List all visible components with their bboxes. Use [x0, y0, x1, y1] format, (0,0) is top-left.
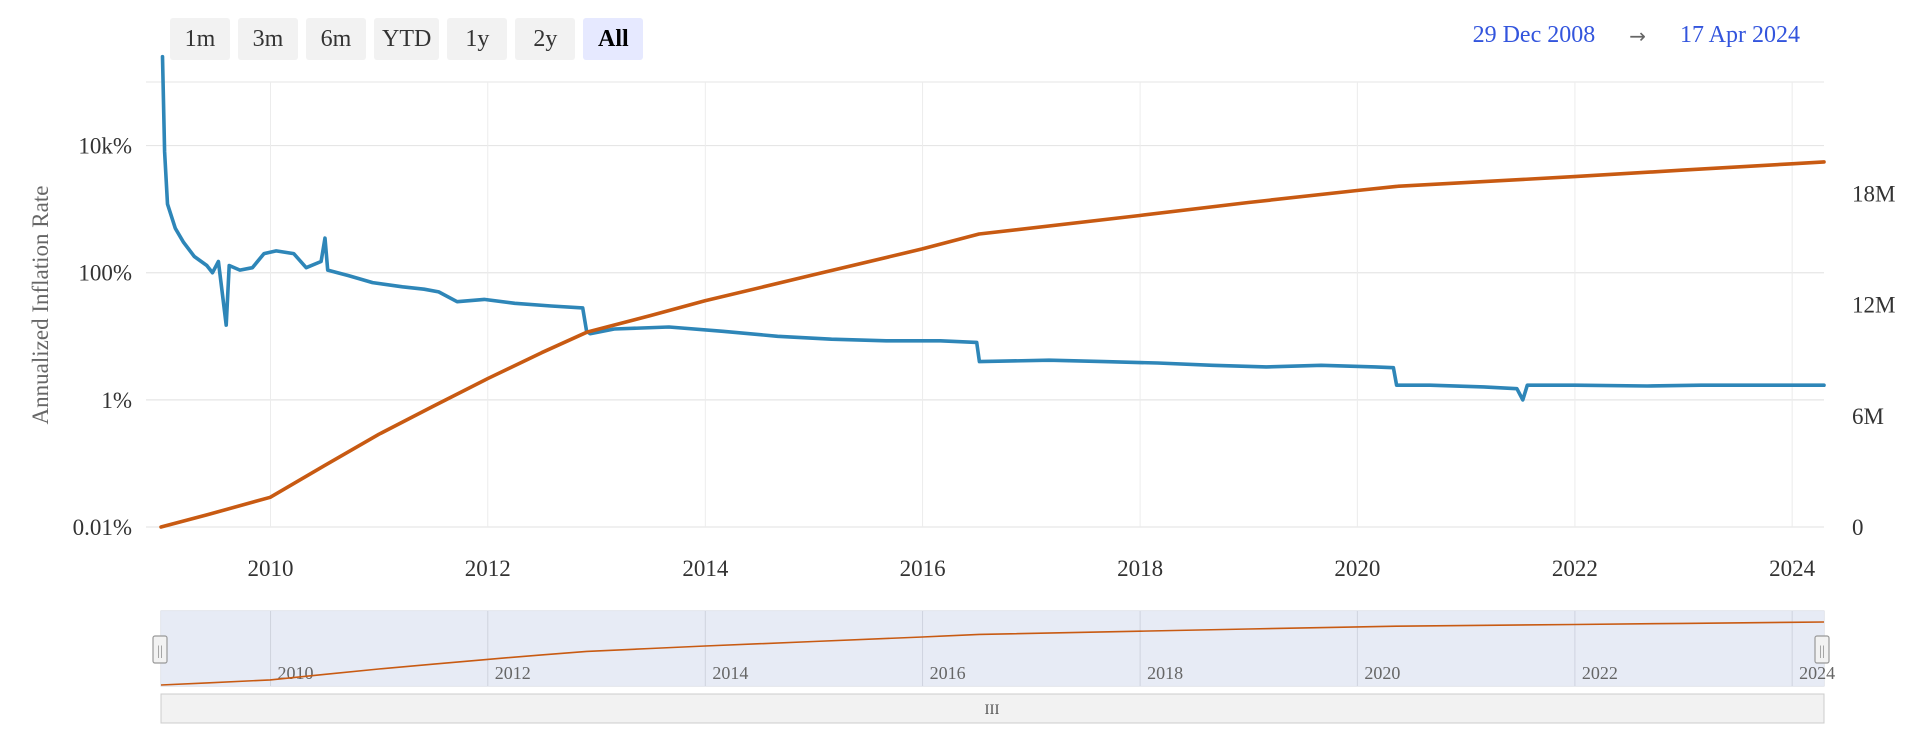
x-tick-label: 2020: [1334, 556, 1380, 581]
y-tick-left-label: 10k%: [78, 134, 132, 159]
navigator-grid: [270, 611, 1793, 686]
supply-line[interactable]: [159, 160, 1826, 529]
navigator-selected-range[interactable]: [161, 611, 1824, 686]
y-ticks-right: 0 6M 12M 18M: [1852, 181, 1895, 540]
y-tick-left-label: 0.01%: [73, 515, 132, 540]
y-tick-left-label: 1%: [101, 388, 132, 413]
x-tick-label: 2016: [900, 556, 946, 581]
navigator-labels: 2010 2012 2014 2016 2018 2020 2022 2024: [278, 663, 1836, 683]
navigator-tick-label: 2014: [712, 663, 748, 683]
range-button-all[interactable]: All: [583, 18, 644, 60]
navigator[interactable]: 2010 2012 2014 2016 2018 2020 2022 2024 || || I…: [152, 610, 1836, 724]
grid-lines: [146, 81, 1824, 528]
navigator-tick-label: 2024: [1799, 663, 1835, 683]
scrollbar-grip-icon: III: [985, 702, 1000, 718]
range-button-ytd[interactable]: YTD: [374, 18, 440, 60]
y-axis-label-left: Annualized Inflation Rate: [28, 186, 53, 425]
x-tick-label: 2024: [1769, 556, 1816, 581]
to-date-input[interactable]: 17 Apr 2024: [1680, 22, 1800, 48]
arrow-right-icon: →: [1629, 23, 1646, 48]
y-tick-left-label: 100%: [78, 261, 132, 286]
range-button-3m[interactable]: 3m: [238, 18, 298, 60]
x-tick-label: 2012: [465, 556, 511, 581]
navigator-scrollbar[interactable]: III: [160, 693, 1825, 724]
range-button-6m[interactable]: 6m: [306, 18, 366, 60]
y-tick-right-label: 12M: [1852, 293, 1895, 318]
navigator-handle-right[interactable]: ||: [1814, 635, 1830, 664]
from-date-input[interactable]: 29 Dec 2008: [1472, 22, 1596, 48]
navigator-series-line: [160, 621, 1825, 686]
series-group: [159, 54, 1826, 529]
range-button-1m[interactable]: 1m: [170, 18, 230, 60]
navigator-tick-label: 2012: [495, 663, 531, 683]
inflation-rate-line[interactable]: [160, 54, 1826, 402]
handle-left-grip-icon: ||: [157, 644, 163, 659]
x-ticks: 2010 2012 2014 2016 2018 2020 2022 2024: [248, 556, 1816, 581]
y-tick-right-label: 6M: [1852, 404, 1884, 429]
date-range-display: 29 Dec 2008 → 17 Apr 2024: [1473, 22, 1800, 49]
x-tick-label: 2022: [1552, 556, 1598, 581]
x-tick-label: 2010: [248, 556, 294, 581]
handle-right-grip-icon: ||: [1819, 644, 1825, 659]
navigator-tick-label: 2016: [930, 663, 966, 683]
navigator-tick-label: 2018: [1147, 663, 1183, 683]
navigator-tick-label: 2022: [1582, 663, 1618, 683]
navigator-series: [160, 621, 1825, 686]
range-button-1y[interactable]: 1y: [447, 18, 508, 60]
navigator-tick-label: 2010: [278, 663, 314, 683]
range-button-2y[interactable]: 2y: [515, 18, 576, 60]
x-tick-label: 2018: [1117, 556, 1163, 581]
y-tick-right-label: 18M: [1852, 181, 1895, 206]
x-tick-label: 2014: [682, 556, 729, 581]
navigator-tick-label: 2020: [1364, 663, 1400, 683]
navigator-handle-left[interactable]: ||: [152, 635, 168, 664]
range-selector: 1m 3m 6m YTD 1y 2y All: [170, 18, 644, 62]
y-tick-right-label: 0: [1852, 515, 1864, 540]
y-ticks-left: 0.01% 1% 100% 10k%: [73, 134, 132, 540]
